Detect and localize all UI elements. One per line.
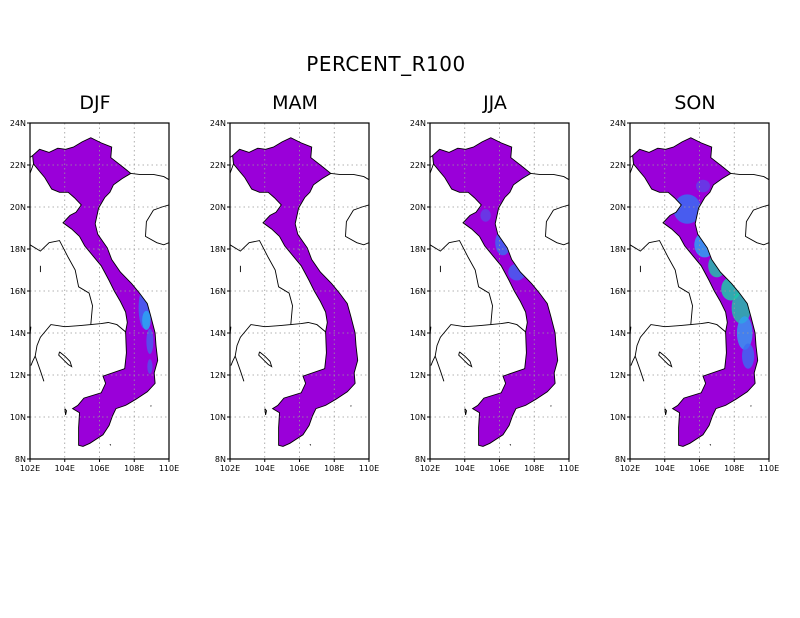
anomaly-layer	[673, 179, 755, 369]
y-tick-label: 10N	[10, 413, 26, 422]
y-tick-label: 18N	[410, 245, 426, 254]
x-tick-label: 108E	[324, 464, 344, 473]
anomaly-patch	[736, 316, 753, 350]
y-tick-label: 18N	[610, 245, 626, 254]
coastline-borders	[630, 137, 769, 447]
x-tick-label: 102E	[420, 464, 440, 473]
x-tick-label: 108E	[124, 464, 144, 473]
x-tick-label: 106E	[89, 464, 109, 473]
x-tick-label: 106E	[289, 464, 309, 473]
x-tick-label: 102E	[220, 464, 240, 473]
y-tick-label: 22N	[210, 161, 226, 170]
y-tick-label: 20N	[610, 203, 626, 212]
y-tick-label: 10N	[210, 413, 226, 422]
gridlines	[230, 123, 369, 459]
y-tick-label: 20N	[10, 203, 26, 212]
vietnam-fill	[632, 137, 758, 447]
y-tick-label: 22N	[610, 161, 626, 170]
y-tick-label: 18N	[10, 245, 26, 254]
y-tick-label: 14N	[610, 329, 626, 338]
y-tick-label: 24N	[210, 119, 226, 128]
anomaly-patch	[142, 310, 151, 330]
anomaly-patch	[508, 263, 526, 281]
y-tick-label: 14N	[410, 329, 426, 338]
panel-djf: DJF 24N 22N 20N 18N 16N 14N 12N 10N 8N 102E 104E 106…	[0, 90, 190, 480]
x-tick-label: 106E	[689, 464, 709, 473]
panel-title: SON	[674, 92, 716, 114]
x-tick-label: 104E	[255, 464, 275, 473]
y-tick-label: 24N	[410, 119, 426, 128]
y-tick-label: 16N	[10, 287, 26, 296]
x-tick-label: 102E	[620, 464, 640, 473]
anomaly-layer	[138, 286, 154, 374]
anomaly-patch	[673, 194, 702, 224]
panel-title: MAM	[272, 92, 318, 114]
y-tick-label: 16N	[610, 287, 626, 296]
vietnam-fill	[232, 137, 358, 447]
anomaly-patch	[146, 328, 154, 354]
y-tick-label: 24N	[10, 119, 26, 128]
y-tick-label: 8N	[15, 455, 26, 464]
y-tick-label: 8N	[615, 455, 626, 464]
y-tick-label: 8N	[215, 455, 226, 464]
y-tick-label: 22N	[410, 161, 426, 170]
x-tick-label: 108E	[524, 464, 544, 473]
x-tick-label: 110E	[359, 464, 379, 473]
gridlines	[630, 123, 769, 459]
y-tick-label: 12N	[410, 371, 426, 380]
y-tick-label: 14N	[210, 329, 226, 338]
y-tick-label: 18N	[210, 245, 226, 254]
panel-son: SON 24N 22N 20N 18N 16N 14N 12N 10N 8N 102E 104E 106…	[600, 90, 790, 480]
x-tick-label: 110E	[159, 464, 179, 473]
y-tick-label: 16N	[410, 287, 426, 296]
x-tick-label: 104E	[55, 464, 75, 473]
y-tick-label: 16N	[210, 287, 226, 296]
x-tick-label: 104E	[655, 464, 675, 473]
y-tick-label: 24N	[610, 119, 626, 128]
y-tick-label: 20N	[410, 203, 426, 212]
gridlines	[30, 123, 169, 459]
coastline-borders	[230, 137, 369, 447]
anomaly-patch	[147, 359, 153, 374]
vietnam-fill	[432, 137, 558, 447]
y-tick-label: 22N	[10, 161, 26, 170]
panel-mam: MAM 24N 22N 20N 18N 16N 14N 12N 10N 8N 102E 104E 106…	[200, 90, 390, 480]
x-tick-label: 104E	[455, 464, 475, 473]
panel-title: DJF	[79, 92, 111, 114]
gridlines	[430, 123, 569, 459]
y-tick-label: 10N	[610, 413, 626, 422]
y-tick-label: 20N	[210, 203, 226, 212]
x-tick-label: 110E	[559, 464, 579, 473]
vietnam-fill	[32, 137, 158, 447]
coastline-borders	[430, 137, 569, 447]
y-tick-label: 10N	[410, 413, 426, 422]
anomaly-patch	[696, 179, 710, 193]
y-tick-label: 8N	[415, 455, 426, 464]
x-tick-label: 110E	[759, 464, 779, 473]
y-tick-label: 12N	[610, 371, 626, 380]
x-tick-label: 106E	[489, 464, 509, 473]
chart-title: PERCENT_R100	[306, 52, 466, 76]
y-tick-label: 12N	[10, 371, 26, 380]
y-tick-label: 12N	[210, 371, 226, 380]
x-tick-label: 102E	[20, 464, 40, 473]
x-tick-label: 108E	[724, 464, 744, 473]
anomaly-patch	[742, 343, 755, 369]
y-tick-label: 14N	[10, 329, 26, 338]
anomaly-patch	[480, 209, 491, 222]
panel-jja: JJA 24N 22N 20N 18N 16N 14N 12N 10N 8N 102E 104E 106…	[400, 90, 590, 480]
panel-title: JJA	[483, 92, 507, 114]
